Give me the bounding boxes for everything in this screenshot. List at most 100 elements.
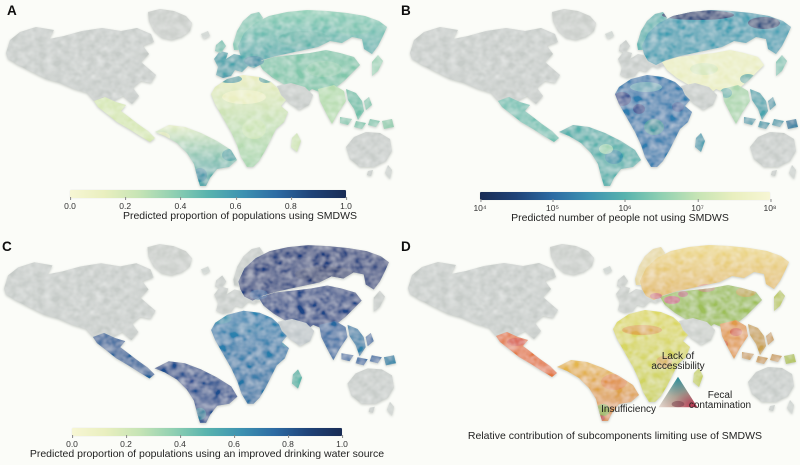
- ternary-label-top-line2: accessibility: [651, 361, 705, 372]
- map-patch: [736, 287, 756, 297]
- map-patch: [209, 313, 232, 324]
- region-philippines: [364, 97, 372, 110]
- ternary-label-left: Insufficiency: [601, 404, 656, 415]
- map-patch: [218, 75, 242, 83]
- region-philippines: [365, 333, 374, 347]
- caption-d: Relative contribution of subcomponents l…: [467, 430, 763, 442]
- region-seasia: [346, 89, 364, 120]
- panel-letter-c: C: [2, 239, 12, 254]
- map-patch: [672, 102, 684, 112]
- region-mexico: [496, 332, 557, 377]
- map-patch: [678, 291, 688, 297]
- region-mexico: [94, 97, 155, 142]
- region-northamerica: [408, 262, 558, 339]
- panel-letter-b: B: [401, 3, 411, 18]
- tick-label: 0.2: [119, 197, 132, 211]
- ternary-label-right-line1: Fecal: [707, 390, 733, 401]
- map-patch: [193, 168, 207, 182]
- region-iceland: [201, 31, 210, 39]
- map-patch: [644, 119, 664, 135]
- map-patch: [222, 149, 238, 161]
- panel-letter-a: A: [7, 3, 17, 18]
- region-japan: [776, 55, 787, 76]
- map-patch: [226, 322, 263, 336]
- map-patch: [601, 374, 627, 390]
- region-greenland: [148, 9, 192, 40]
- region-northamerica: [4, 262, 156, 341]
- region-mexico: [498, 97, 559, 142]
- map-patch: [716, 340, 728, 348]
- tick-label: 0.6: [229, 197, 242, 211]
- tick-label: 10⁴: [473, 199, 487, 213]
- map-patch: [630, 82, 662, 92]
- choropleth-patches-b: [599, 10, 780, 164]
- region-japan: [373, 290, 385, 312]
- ternary-gradient-right: [658, 376, 698, 408]
- region-australia: [347, 368, 394, 404]
- world-map-c: [4, 244, 396, 423]
- region-northamerica: [6, 27, 156, 104]
- region-newguinea: [784, 354, 796, 364]
- map-patch: [633, 104, 645, 114]
- map-patch: [622, 325, 662, 335]
- region-seasia: [750, 89, 768, 120]
- caption-c: Predicted proportion of populations usin…: [29, 448, 385, 460]
- map-patch: [507, 338, 525, 346]
- tick-label: 0.4: [174, 197, 187, 211]
- map-patch: [613, 92, 631, 106]
- region-australia: [750, 132, 796, 167]
- map-patch: [222, 90, 266, 104]
- region-newguinea: [382, 119, 394, 129]
- colorbar-a: [70, 190, 346, 198]
- map-patch: [656, 356, 672, 368]
- map-patch: [664, 296, 680, 304]
- region-seasia: [748, 324, 766, 355]
- region-tasmania: [769, 405, 775, 411]
- map-patch: [181, 377, 198, 390]
- region-madagascar: [695, 133, 705, 152]
- map-patch: [650, 293, 662, 299]
- region-newguinea: [383, 355, 396, 366]
- map-patch: [244, 56, 264, 66]
- region-southamerica: [559, 125, 641, 186]
- region-newzealand: [787, 400, 794, 414]
- tick-label: 10⁶: [618, 199, 632, 213]
- map-patch: [281, 339, 292, 348]
- world-map-b: [410, 9, 798, 186]
- ternary-label-right-line2: contamination: [688, 400, 752, 411]
- region-madagascar: [291, 133, 301, 152]
- region-uk: [215, 40, 226, 53]
- region-northamerica: [410, 27, 560, 104]
- map-patch: [697, 284, 715, 292]
- region-indonesia: [340, 117, 380, 129]
- region-japan: [774, 290, 785, 311]
- colorbar-ticks-b: 10⁴ 10⁵ 10⁶ 10⁷ 10⁸: [473, 199, 777, 213]
- region-indonesia: [341, 353, 382, 366]
- map-patch: [306, 61, 342, 77]
- region-madagascar: [291, 369, 303, 389]
- ternary-legend: [658, 376, 698, 408]
- region-indonesia: [742, 352, 782, 364]
- region-newzealand: [385, 165, 392, 179]
- ternary-dark-center: [671, 400, 685, 408]
- tick-label: 1.0: [336, 435, 348, 449]
- region-mexico: [92, 333, 155, 379]
- region-australia: [748, 367, 794, 402]
- map-patch: [730, 328, 742, 336]
- map-patch: [294, 266, 356, 283]
- tick-label: 0.6: [228, 435, 240, 449]
- region-japan: [372, 55, 383, 76]
- landmasses-b: [410, 9, 798, 186]
- map-patch: [193, 407, 207, 420]
- map-patch: [242, 119, 266, 139]
- map-patch: [690, 63, 718, 75]
- region-tasmania: [771, 170, 777, 176]
- region-newzealand: [789, 165, 796, 179]
- map-patch: [599, 144, 613, 154]
- map-patch: [336, 23, 372, 35]
- map-patch: [154, 132, 170, 142]
- world-map-a: [6, 9, 394, 186]
- region-greenland: [552, 9, 596, 40]
- region-newguinea: [786, 119, 798, 129]
